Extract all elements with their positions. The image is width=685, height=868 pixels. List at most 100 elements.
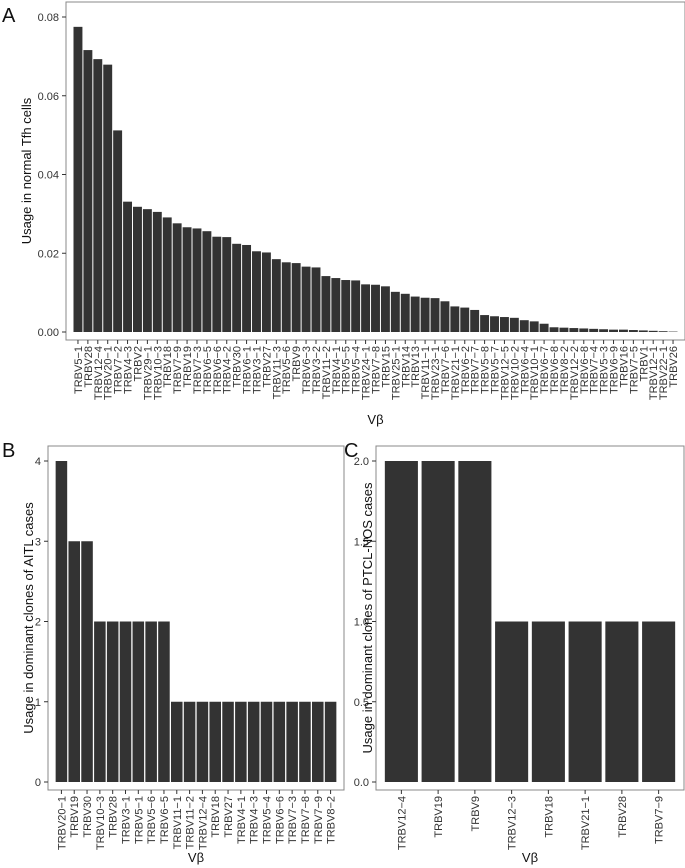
y-tick-label: 0.00	[38, 327, 59, 339]
bar-2	[68, 541, 80, 782]
bar-20	[261, 252, 271, 332]
x-tick-label: TRBV11−1	[172, 796, 184, 849]
bar-58	[638, 330, 648, 332]
y-tick-label: 0.0	[354, 777, 369, 789]
y-tick-label: 0.02	[38, 248, 59, 260]
x-tick-label: TRBV30	[232, 346, 244, 388]
bar-17	[232, 243, 242, 332]
bar-51	[569, 328, 579, 332]
x-tick-label: TRBV6−4	[519, 346, 531, 394]
bar-19	[286, 701, 298, 782]
bar-6	[568, 621, 602, 782]
bar-27	[331, 278, 341, 332]
x-tick-label: TRBV5−4	[262, 796, 274, 844]
x-tick-label: TRBV7−2	[113, 346, 125, 394]
bar-46	[519, 320, 529, 332]
x-tick-label: TRBV18	[210, 796, 222, 838]
y-tick-label: 0.06	[38, 91, 59, 103]
bar-45	[509, 317, 519, 332]
x-tick-label: TRBV6−8	[549, 346, 561, 394]
x-tick-label: TRBV19	[69, 796, 81, 838]
bar-5	[113, 130, 123, 332]
x-tick-label: TRBV13	[410, 346, 422, 388]
x-axis-title: Vβ	[367, 412, 383, 427]
bar-37	[430, 298, 440, 332]
x-tick-label: TRBV12−4	[396, 796, 408, 850]
x-tick-label: TRBV6−3	[301, 346, 313, 394]
x-tick-label: TRBV18	[543, 796, 555, 838]
panel-label-c: C	[344, 440, 358, 462]
y-tick-label: 0	[35, 777, 41, 789]
x-tick-label: TRBV4−1	[236, 796, 248, 844]
bar-3	[458, 461, 492, 782]
x-tick-label: TRBV18	[162, 346, 174, 388]
x-tick-label: TRBV27	[261, 346, 273, 388]
x-tick-label: TRBV6−1	[242, 346, 254, 394]
bar-32	[380, 286, 390, 332]
bar-20	[299, 701, 311, 782]
bar-5	[531, 621, 565, 782]
x-tick-label: TRBV28	[83, 346, 95, 388]
x-tick-label: TRBV7−5	[628, 346, 640, 394]
bar-12	[196, 701, 209, 782]
x-tick-label: TRBV5−8	[480, 346, 492, 394]
x-tick-label: TRBV25−1	[390, 346, 402, 400]
x-tick-label: TRBV12−2	[569, 346, 581, 400]
x-tick-label: TRBV6−9	[609, 346, 621, 394]
y-tick-label: 0.08	[38, 12, 59, 24]
x-tick-label: TRBV4−3	[249, 796, 261, 844]
x-tick-label: TRBV6−7	[539, 346, 551, 394]
bar-15	[212, 236, 222, 332]
bar-38	[440, 301, 450, 332]
bar-52	[579, 328, 589, 332]
bar-13	[209, 701, 221, 782]
x-tick-label: TRBV3−1	[121, 796, 133, 844]
bar-30	[361, 284, 371, 332]
x-tick-label: TRBV20−1	[56, 796, 68, 850]
x-tick-label: TRBV15	[380, 346, 392, 388]
plot-frame	[47, 445, 345, 791]
x-tick-label: TRBV29−1	[142, 346, 154, 400]
x-axis-title: Vβ	[188, 850, 204, 865]
x-tick-label: TRBV10−2	[509, 346, 521, 400]
y-axis-title: Usage in dominant clones of PTCL-NOS cas…	[360, 482, 375, 753]
y-tick-label: 1.0	[354, 617, 369, 629]
bar-6	[119, 621, 132, 782]
y-axis-title: Usage in normal Tfh cells	[19, 97, 34, 244]
x-tick-label: TRBV7−3	[192, 346, 204, 394]
y-tick-label: 3	[35, 536, 41, 548]
y-tick-label: 0.5	[354, 697, 369, 709]
bar-5	[106, 621, 119, 782]
bar-22	[324, 701, 337, 782]
bar-39	[450, 306, 460, 332]
bar-2	[83, 50, 93, 332]
bar-18	[242, 244, 252, 332]
x-tick-label: TRBV12−3	[507, 796, 519, 850]
x-axis-title: Vβ	[522, 850, 538, 865]
x-tick-label: TRBV6−6	[274, 796, 286, 844]
y-tick-label: 2.0	[354, 456, 369, 468]
x-tick-label: TRBV5−5	[341, 346, 353, 394]
bar-9	[158, 621, 170, 782]
bar-14	[222, 701, 234, 782]
x-tick-label: TRBV7−9	[172, 346, 184, 394]
panel-label-a: A	[2, 5, 16, 27]
x-tick-label: TRBV12−1	[648, 346, 660, 400]
bar-14	[202, 231, 212, 332]
bar-8	[642, 621, 676, 782]
bar-49	[549, 327, 559, 332]
x-tick-label: TRBV5−6	[146, 796, 158, 844]
bar-21	[312, 701, 324, 782]
x-tick-label: TRBV21−1	[450, 346, 462, 400]
bar-48	[539, 323, 549, 332]
bar-26	[321, 276, 331, 332]
bar-31	[371, 284, 380, 332]
bar-18	[273, 701, 286, 782]
x-tick-label: TRBV11−2	[321, 346, 333, 399]
x-tick-label: TRBV6−5	[159, 796, 171, 844]
x-tick-label: TRBV9	[291, 346, 303, 381]
x-tick-label: TRBV11−2	[185, 796, 197, 849]
x-tick-label: TRBV19	[433, 796, 445, 838]
